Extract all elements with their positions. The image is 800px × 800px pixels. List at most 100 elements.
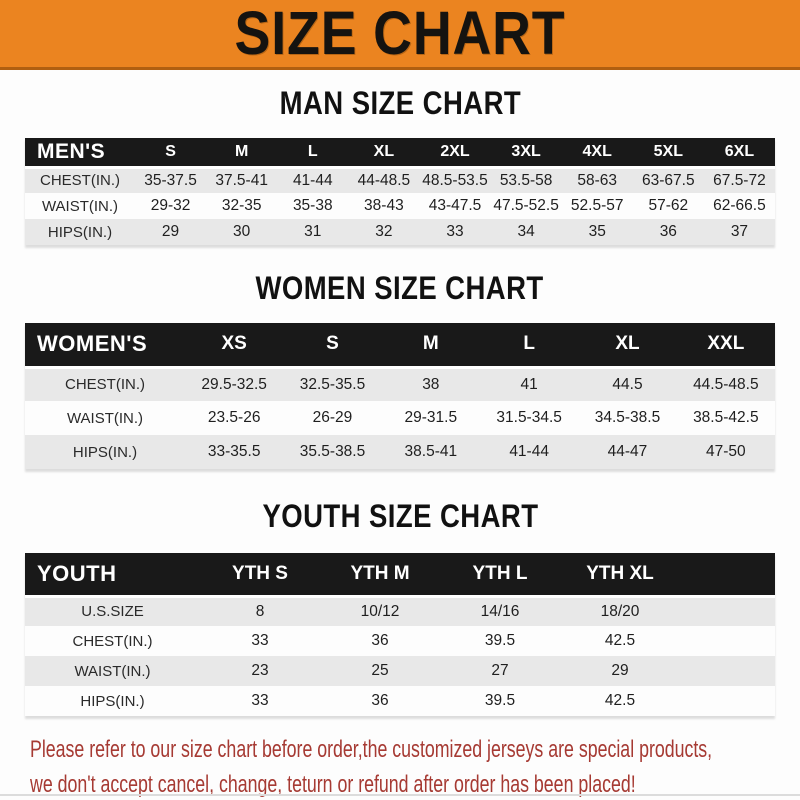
row-label-cell: HIPS(IN.)	[72, 443, 138, 461]
size-value-cell: 44.5-48.5	[693, 375, 759, 393]
heading-youth-size-chart: YOUTH SIZE CHART	[0, 499, 800, 537]
bottom-divider	[0, 794, 800, 796]
size-value-cell: 38-43	[364, 197, 404, 214]
disclaimer-line-1: Please refer to our size chart before or…	[30, 736, 713, 763]
heading-youth-size-chart-text: YOUTH SIZE CHART	[262, 498, 538, 534]
size-value-cell: 27	[491, 662, 509, 679]
size-value-cell: 42.5	[604, 692, 636, 709]
size-column-header: XL	[578, 323, 677, 369]
size-value-cell: 33	[251, 692, 269, 709]
row-label-cell: CHEST(IN.)	[65, 376, 145, 394]
table-row: CHEST(IN.) 35-37.5 37.5-41 41-44 44-48.5 48.5…	[25, 167, 775, 193]
size-value-cell: 35.5-38.5	[299, 443, 366, 460]
size-column-header: YTH L	[440, 553, 560, 598]
size-value-cell: 35-38	[292, 197, 333, 214]
size-column-header: 3XL	[490, 138, 562, 169]
size-value-cell: 37	[730, 223, 749, 240]
row-label-cell: HIPS(IN.)	[47, 223, 113, 241]
table-row: WAIST(IN.) 23 25 27 29	[25, 656, 775, 686]
size-column-header: S	[135, 138, 207, 169]
size-value-cell	[680, 656, 775, 686]
size-value-cell: 38	[422, 375, 440, 393]
size-value-cell: 10/12	[360, 602, 400, 620]
size-value-cell: 44.5	[612, 375, 643, 393]
size-column-header: XL	[348, 138, 420, 169]
size-value-cell: 57-62	[648, 197, 689, 214]
size-column-header: S	[283, 323, 382, 369]
size-column-header: 5XL	[632, 138, 704, 169]
size-value-cell	[680, 626, 775, 656]
row-label-cell: CHEST(IN.)	[72, 632, 153, 650]
size-value-cell: 29-32	[150, 197, 191, 214]
heading-man-size-chart: MAN SIZE CHART	[0, 86, 800, 124]
size-value-cell: 26-29	[312, 409, 353, 426]
table-row: HIPS(IN.) 33-35.5 35.5-38.5 38.5-41 41-44 44-…	[25, 435, 775, 469]
row-label-cell: WAIST(IN.)	[74, 662, 151, 680]
size-value-cell: 38.5-42.5	[693, 409, 759, 426]
size-chart-banner: SIZE CHART	[0, 0, 800, 70]
table-row: HIPS(IN.) 29 30 31 32 33 34 35 36 37	[25, 219, 775, 245]
size-column-header: XXL	[676, 323, 775, 369]
size-value-cell: 36	[371, 632, 389, 649]
table-row: WAIST(IN.) 23.5-26 26-29 29-31.5 31.5-34.5 34…	[25, 401, 775, 435]
size-column-header	[680, 553, 775, 598]
size-column-header: 6XL	[703, 138, 775, 169]
size-value-cell: 62-66.5	[713, 197, 766, 214]
men-size-table: MEN'S S M L XL 2XL 3XL 4XL 5XL 6XL CHEST(IN.) 35-37…	[25, 138, 775, 245]
size-value-cell: 8	[255, 602, 265, 620]
size-column-header: YTH M	[320, 553, 440, 598]
size-value-cell: 32	[375, 223, 393, 240]
size-value-cell: 32-35	[221, 197, 262, 214]
youth-size-table: YOUTH YTH S YTH M YTH L YTH XL U.S.SIZE 8 10/12…	[25, 553, 775, 716]
size-value-cell: 33	[446, 223, 464, 240]
size-column-header: XS	[185, 323, 284, 369]
size-value-cell: 41-44	[292, 171, 333, 189]
size-value-cell: 31	[304, 223, 322, 240]
size-value-cell: 39.5	[484, 632, 516, 649]
size-value-cell: 41	[520, 375, 538, 393]
size-value-cell: 29-31.5	[404, 409, 458, 426]
size-value-cell: 18/20	[600, 602, 640, 620]
size-value-cell: 14/16	[480, 602, 520, 620]
size-value-cell: 47.5-52.5	[493, 197, 559, 214]
size-column-header: YTH S	[200, 553, 320, 598]
size-value-cell: 35	[588, 223, 606, 240]
table-header-row: WOMEN'S XS S M L XL XXL	[25, 323, 775, 369]
table-row: CHEST(IN.) 33 36 39.5 42.5	[25, 626, 775, 656]
size-value-cell: 48.5-53.5	[422, 171, 488, 189]
size-value-cell: 42.5	[604, 632, 636, 649]
size-value-cell: 33-35.5	[207, 443, 261, 460]
size-value-cell: 31.5-34.5	[496, 409, 562, 426]
size-value-cell: 23.5-26	[207, 409, 261, 426]
banner-title: SIZE CHART	[234, 0, 566, 67]
size-value-cell: 35-37.5	[144, 171, 197, 189]
disclaimer-line-2: we don't accept cancel, change, teturn o…	[30, 771, 636, 798]
size-column-header: L	[277, 138, 349, 169]
size-value-cell: 63-67.5	[642, 171, 695, 189]
size-column-header: YTH XL	[560, 553, 680, 598]
women-size-table: WOMEN'S XS S M L XL XXL CHEST(IN.) 29.5-32.5 32.5…	[25, 323, 775, 469]
table-corner-label: WOMEN'S	[25, 323, 185, 369]
table-row: WAIST(IN.) 29-32 32-35 35-38 38-43 43-47.5 47.…	[25, 193, 775, 219]
row-label-cell: HIPS(IN.)	[80, 692, 145, 710]
size-value-cell: 39.5	[484, 692, 516, 709]
size-column-header: M	[381, 323, 480, 369]
size-value-cell: 30	[233, 223, 251, 240]
size-value-cell	[680, 596, 775, 626]
size-value-cell: 41-44	[509, 443, 549, 460]
heading-women-size-chart-text: WOMEN SIZE CHART	[255, 270, 545, 306]
table-header-row: YOUTH YTH S YTH M YTH L YTH XL	[25, 553, 775, 598]
size-column-header: L	[479, 323, 579, 369]
size-value-cell: 58-63	[577, 171, 618, 189]
size-value-cell: 36	[659, 223, 677, 240]
row-label-cell: WAIST(IN.)	[41, 197, 119, 215]
disclaimer: Please refer to our size chart before or…	[30, 732, 800, 800]
size-value-cell: 36	[371, 692, 389, 709]
size-value-cell: 34	[517, 223, 535, 240]
size-value-cell: 25	[371, 662, 389, 679]
size-value-cell: 44-47	[607, 443, 648, 460]
heading-women-size-chart: WOMEN SIZE CHART	[0, 271, 800, 309]
size-value-cell	[680, 686, 775, 716]
size-column-header: 2XL	[419, 138, 491, 169]
size-value-cell: 52.5-57	[570, 197, 624, 214]
